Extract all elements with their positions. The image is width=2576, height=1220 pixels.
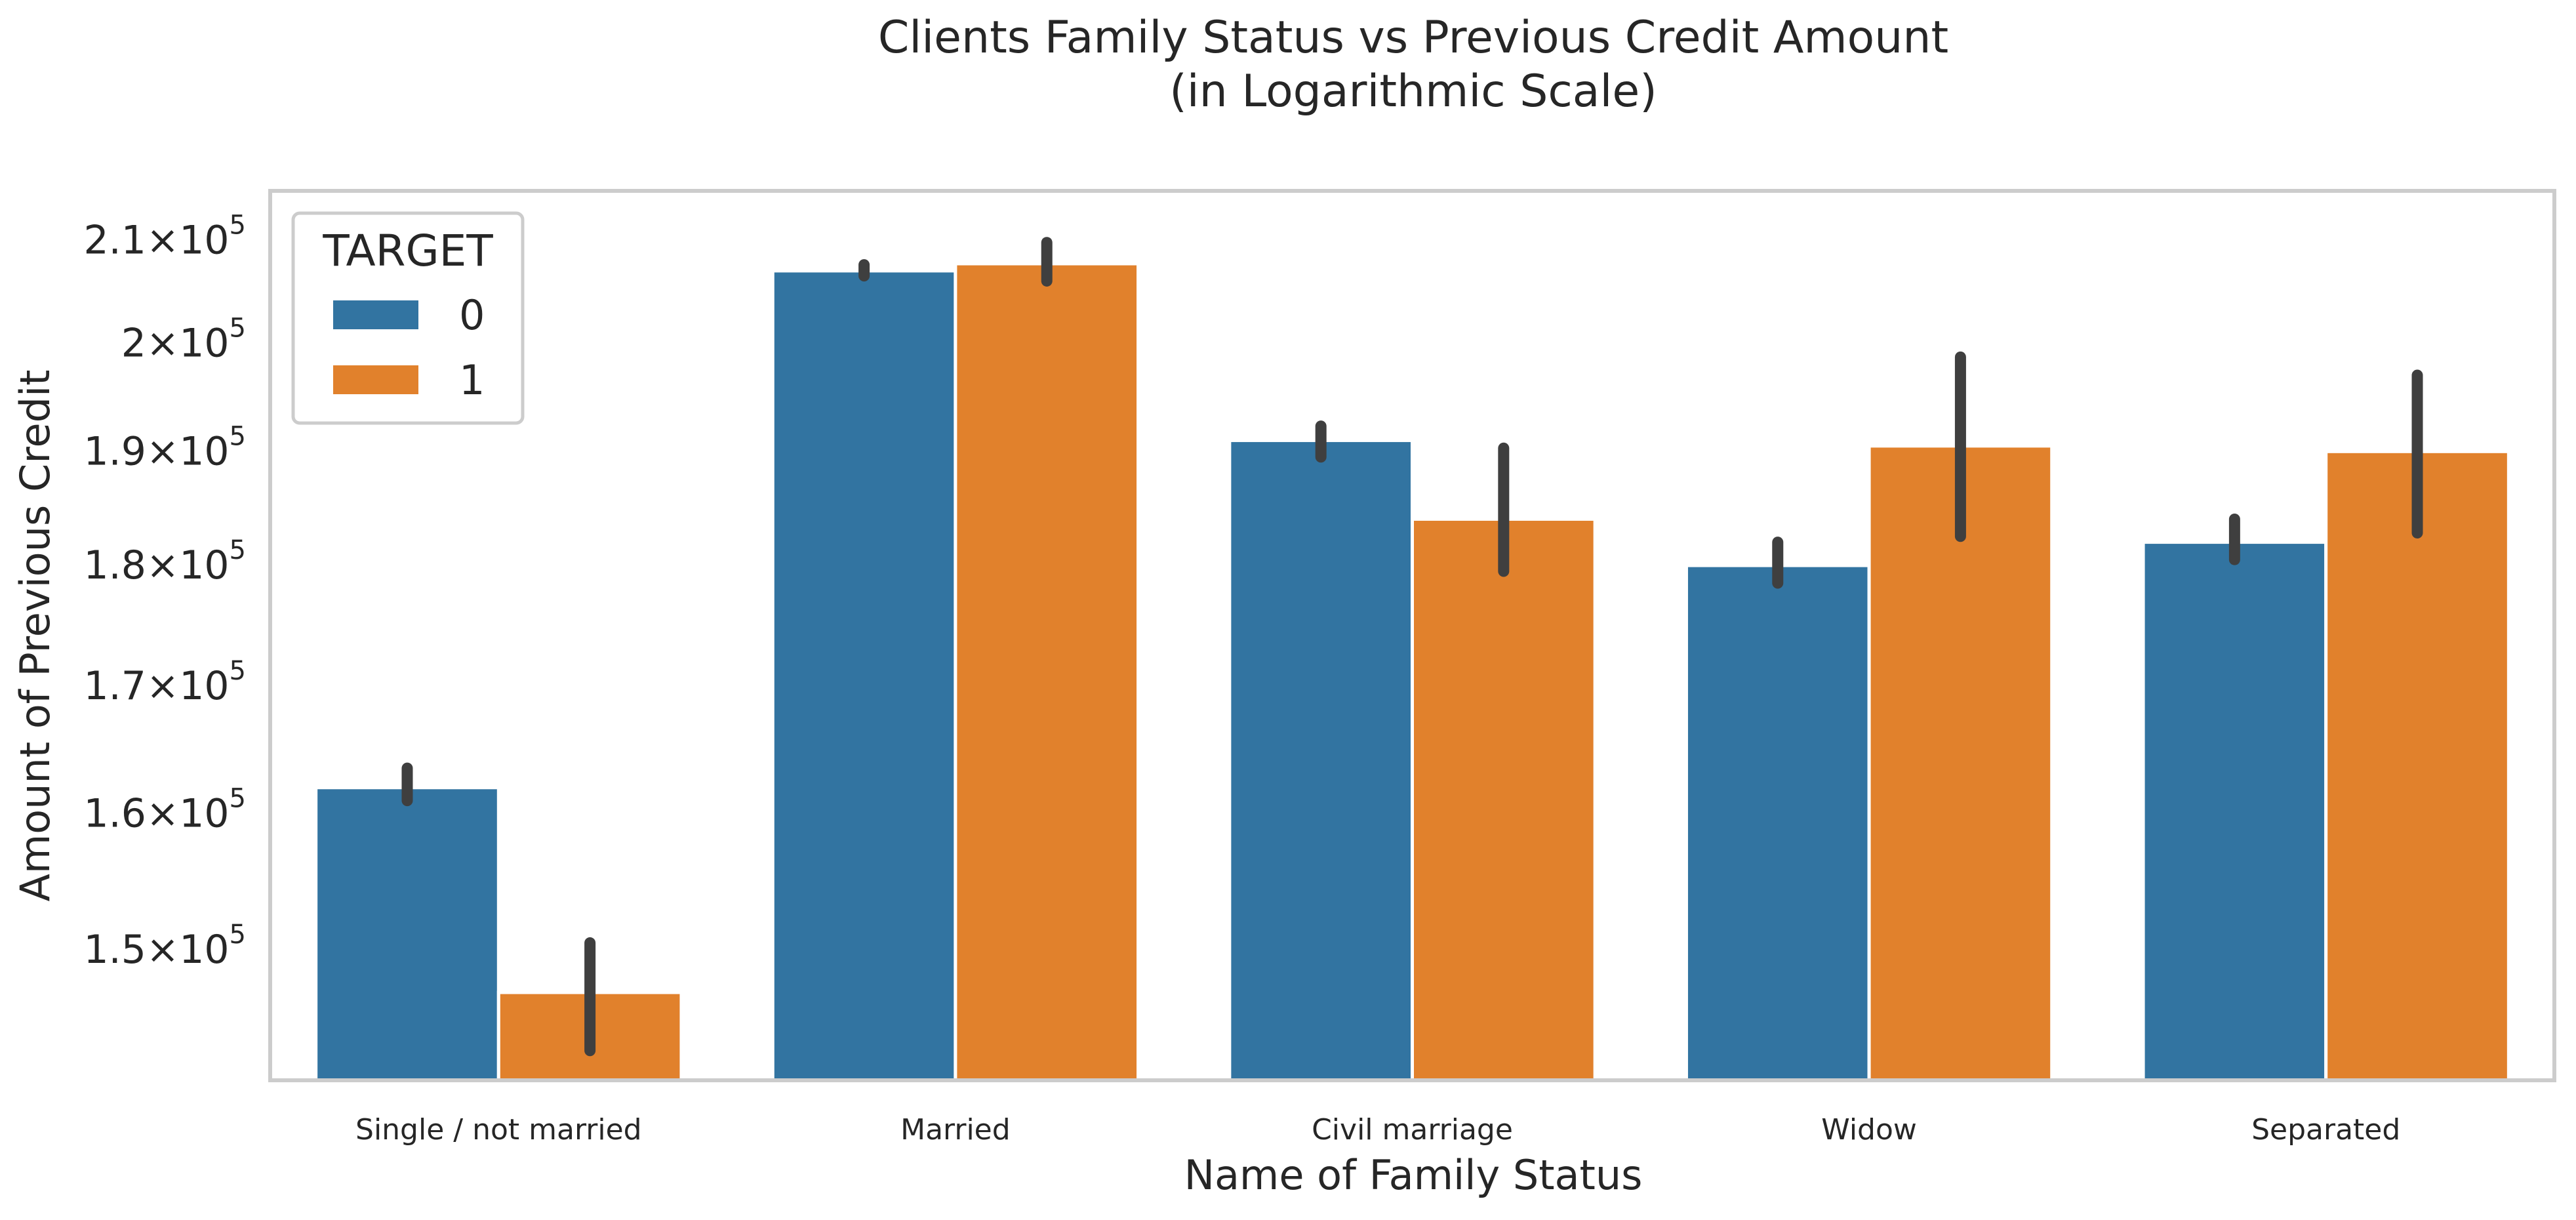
legend: TARGET 0 1 xyxy=(291,211,525,425)
bar-single-not-married-target-0 xyxy=(314,786,500,1082)
bar-widow-target-0 xyxy=(1684,563,1871,1082)
bar-separated-target-0 xyxy=(2141,540,2328,1082)
x-axis-ticks: Single / not married Married Civil marriag… xyxy=(355,1113,2400,1147)
bar-civil-marriage-target-0 xyxy=(1228,438,1414,1082)
legend-swatch-target-0 xyxy=(333,300,418,329)
bar-married-target-1 xyxy=(954,262,1140,1082)
plot-area-frame xyxy=(268,189,2556,1082)
y-tick-label: 1.7×105 xyxy=(84,656,247,709)
error-bars-layer xyxy=(401,237,2423,1057)
x-tick-label: Single / not married xyxy=(355,1113,642,1147)
y-tick-label: 1.5×105 xyxy=(84,920,247,973)
bars-layer xyxy=(314,262,2510,1082)
bar-separated-target-1 xyxy=(2324,449,2510,1082)
chart-subtitle: (in Logarithmic Scale) xyxy=(1169,66,1657,117)
chart-title: Clients Family Status vs Previous Credit… xyxy=(878,12,1948,64)
y-tick-label: 1.8×105 xyxy=(84,535,247,588)
y-axis-label: Amount of Previous Credit xyxy=(11,370,59,902)
x-tick-label: Married xyxy=(900,1113,1011,1147)
y-tick-label: 2.1×105 xyxy=(84,211,247,264)
legend-swatch-target-1 xyxy=(333,365,418,394)
x-axis-label: Name of Family Status xyxy=(1184,1151,1643,1199)
x-tick-label: Civil marriage xyxy=(1312,1113,1513,1147)
x-tick-label: Separated xyxy=(2251,1113,2400,1147)
bar-civil-marriage-target-1 xyxy=(1411,517,1597,1082)
legend-label-target-0: 0 xyxy=(459,291,485,339)
legend-label-target-1: 1 xyxy=(459,356,485,404)
y-axis-ticks: 1.5×105 1.6×105 1.7×105 1.8×105 1.9×105 2×105… xyxy=(84,211,247,973)
legend-title: TARGET xyxy=(322,226,493,276)
y-tick-label: 2×105 xyxy=(121,313,246,366)
bar-married-target-0 xyxy=(771,269,957,1082)
y-tick-label: 1.9×105 xyxy=(84,421,247,474)
bar-widow-target-1 xyxy=(1867,444,2054,1082)
y-tick-label: 1.6×105 xyxy=(84,784,247,837)
x-tick-label: Widow xyxy=(1821,1113,1917,1147)
